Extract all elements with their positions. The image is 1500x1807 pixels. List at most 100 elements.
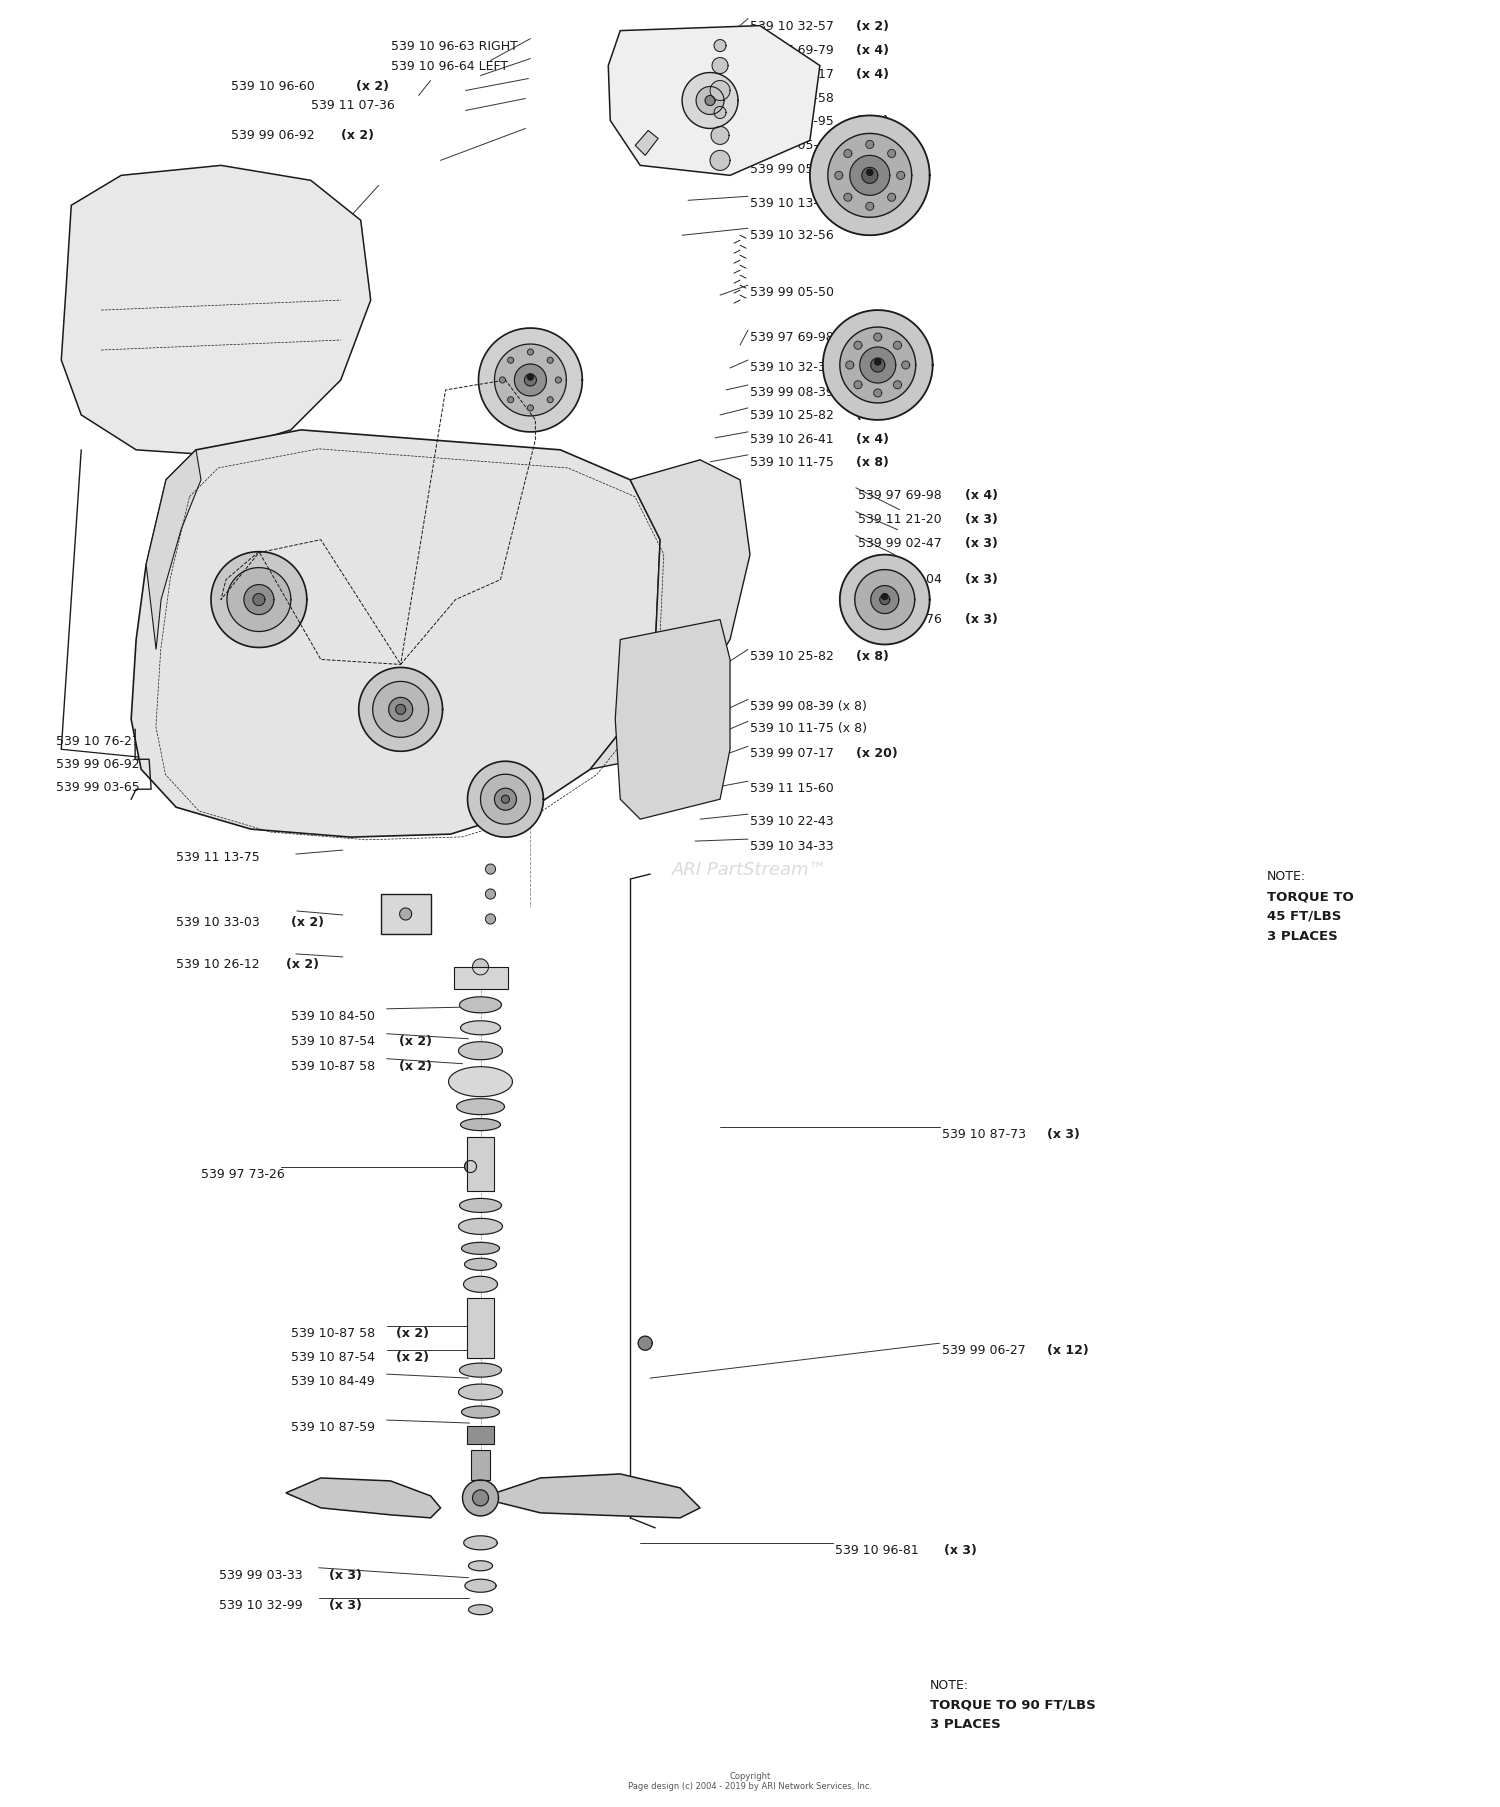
- Text: 539 99 05-17: 539 99 05-17: [750, 67, 839, 81]
- Text: (x 8): (x 8): [856, 651, 888, 663]
- Polygon shape: [711, 126, 729, 145]
- Polygon shape: [468, 1605, 492, 1615]
- Text: 539 99 06-27: 539 99 06-27: [942, 1343, 1029, 1357]
- Text: Copyright
Page design (c) 2004 - 2019 by ARI Network Services, Inc.: Copyright Page design (c) 2004 - 2019 by…: [628, 1771, 872, 1791]
- Polygon shape: [396, 705, 405, 716]
- Text: ARI PartStream™: ARI PartStream™: [672, 860, 828, 878]
- Polygon shape: [462, 1406, 500, 1418]
- Polygon shape: [714, 107, 726, 119]
- Text: (x 2): (x 2): [286, 958, 320, 970]
- Polygon shape: [591, 461, 750, 770]
- Text: 539 10 34-27: 539 10 34-27: [432, 555, 516, 569]
- Text: (x 3): (x 3): [964, 613, 998, 625]
- Polygon shape: [555, 378, 561, 383]
- Polygon shape: [828, 134, 912, 219]
- Text: NOTE:: NOTE:: [930, 1677, 969, 1691]
- Text: 539 10 34-33: 539 10 34-33: [750, 840, 834, 853]
- Polygon shape: [448, 1068, 513, 1097]
- Text: 539 99 03-65: 539 99 03-65: [57, 781, 140, 793]
- Text: (x 2): (x 2): [399, 1059, 432, 1072]
- Text: 539 99 07-17: 539 99 07-17: [750, 746, 839, 761]
- Polygon shape: [465, 1160, 477, 1173]
- Text: 539 10 87-54: 539 10 87-54: [291, 1350, 380, 1364]
- Polygon shape: [871, 360, 885, 372]
- Polygon shape: [456, 1099, 504, 1115]
- Polygon shape: [244, 585, 274, 614]
- Text: 539 10 26-41: 539 10 26-41: [750, 432, 837, 446]
- Polygon shape: [472, 960, 489, 976]
- Text: 539 10 87-54: 539 10 87-54: [291, 1034, 380, 1048]
- Text: (x 2): (x 2): [340, 130, 374, 143]
- Text: 3 PLACES: 3 PLACES: [930, 1717, 1000, 1731]
- Text: (x 20): (x 20): [856, 746, 897, 761]
- Text: (x 2): (x 2): [856, 116, 889, 128]
- Bar: [453, 967, 509, 988]
- Polygon shape: [844, 193, 852, 202]
- Polygon shape: [465, 1259, 496, 1270]
- Polygon shape: [381, 894, 430, 934]
- Polygon shape: [464, 1536, 498, 1550]
- Polygon shape: [855, 571, 915, 631]
- Polygon shape: [462, 1480, 498, 1516]
- Text: (x 4): (x 4): [856, 43, 889, 56]
- Text: 539 10 32-99: 539 10 32-99: [219, 1597, 306, 1610]
- Polygon shape: [638, 1337, 652, 1350]
- Text: (x 8): (x 8): [856, 385, 888, 399]
- Text: 539 10 13-31: 539 10 13-31: [750, 197, 834, 210]
- Polygon shape: [712, 58, 728, 74]
- Polygon shape: [840, 327, 915, 403]
- Text: (x 4): (x 4): [856, 432, 889, 446]
- Polygon shape: [844, 150, 852, 159]
- Text: (x 2): (x 2): [172, 735, 206, 748]
- Text: (x 2): (x 2): [399, 1034, 432, 1048]
- Bar: [466, 1137, 495, 1193]
- Text: 539 99 06-92: 539 99 06-92: [57, 757, 144, 772]
- Polygon shape: [710, 81, 730, 101]
- Text: 539 99 08-39 (x 8): 539 99 08-39 (x 8): [750, 699, 867, 714]
- Text: 539 10-87 58: 539 10-87 58: [291, 1326, 380, 1339]
- Polygon shape: [480, 1475, 700, 1518]
- Text: (x 3): (x 3): [964, 513, 998, 526]
- Text: 539 99 02-47: 539 99 02-47: [858, 537, 945, 549]
- Text: 539 11 13-75: 539 11 13-75: [176, 851, 260, 864]
- Text: 539 99 06-92: 539 99 06-92: [231, 130, 318, 143]
- Polygon shape: [867, 170, 873, 177]
- Polygon shape: [507, 398, 513, 403]
- Polygon shape: [226, 569, 291, 632]
- Polygon shape: [478, 329, 582, 432]
- Text: 539 99 08-39: 539 99 08-39: [750, 385, 837, 399]
- Polygon shape: [62, 166, 370, 455]
- Polygon shape: [211, 553, 308, 649]
- Polygon shape: [254, 595, 266, 605]
- Text: 539 10 22-43: 539 10 22-43: [750, 815, 834, 828]
- Polygon shape: [528, 374, 534, 381]
- Text: TORQUE TO: TORQUE TO: [1268, 889, 1354, 902]
- Text: (x 2): (x 2): [166, 757, 200, 772]
- Polygon shape: [399, 909, 411, 920]
- Text: (x 3): (x 3): [964, 573, 998, 585]
- Polygon shape: [836, 172, 843, 181]
- Polygon shape: [871, 585, 898, 614]
- Polygon shape: [880, 595, 890, 605]
- Text: 539 97 69-79: 539 97 69-79: [750, 43, 837, 56]
- Polygon shape: [525, 374, 537, 387]
- Text: 539 10 25-82: 539 10 25-82: [750, 651, 839, 663]
- Polygon shape: [865, 202, 874, 211]
- Text: 539 10 32-57: 539 10 32-57: [750, 20, 839, 33]
- Polygon shape: [865, 141, 874, 150]
- Polygon shape: [850, 155, 889, 197]
- Polygon shape: [714, 40, 726, 52]
- Text: 539 10 76-27: 539 10 76-27: [57, 735, 144, 748]
- Polygon shape: [696, 87, 724, 116]
- Text: (x 3): (x 3): [1047, 1128, 1080, 1140]
- Polygon shape: [894, 342, 902, 351]
- Text: 539 10 25-82: 539 10 25-82: [750, 408, 839, 421]
- Text: (x 12): (x 12): [1047, 1343, 1089, 1357]
- Polygon shape: [859, 347, 895, 383]
- Text: 539 10 32-57: 539 10 32-57: [432, 531, 520, 544]
- Polygon shape: [682, 74, 738, 130]
- Polygon shape: [548, 358, 554, 363]
- Text: (x 2): (x 2): [396, 1326, 429, 1339]
- Text: (x 8): (x 8): [856, 455, 888, 468]
- Text: 539 10 87-73: 539 10 87-73: [942, 1128, 1029, 1140]
